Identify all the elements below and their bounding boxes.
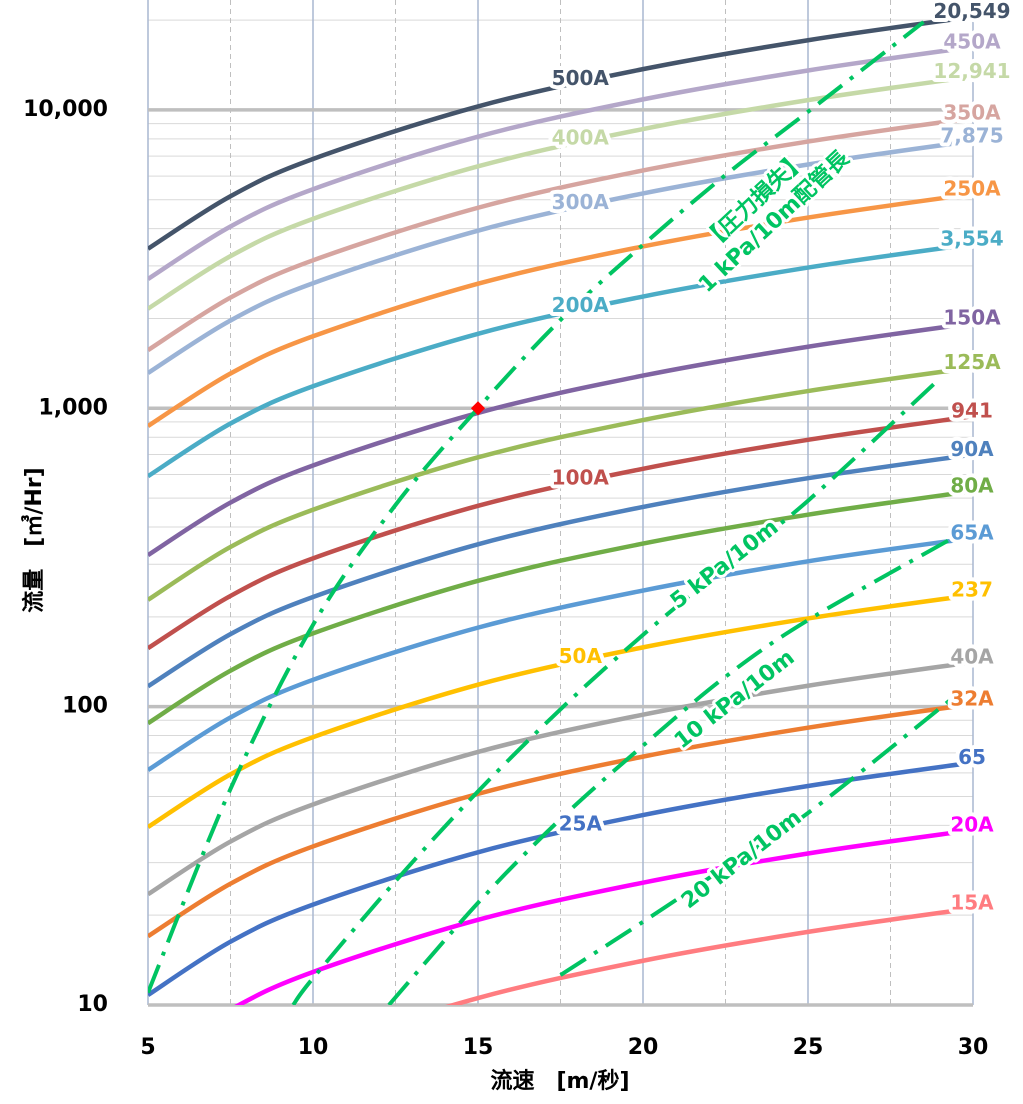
end-value-label: 65 [958,745,986,769]
series-label: 15A [950,891,994,915]
end-value-label: 237 [951,577,993,601]
curves [148,14,973,1005]
series-label: 400A [552,126,610,150]
pipe-curve [445,906,973,1005]
end-value-label: 3,554 [940,226,1003,250]
pipe-curve [148,535,973,772]
series-label: 450A [943,29,1001,53]
series-label: 32A [950,687,994,711]
pipe-curve [234,827,973,1005]
marker [470,401,486,416]
series-label: 350A [943,100,1001,124]
series-label: 300A [552,190,610,214]
y-tick-label: 100 [62,694,108,719]
pipe-curve [148,241,973,479]
series-label: 20A [950,812,994,836]
pipe-curve [148,138,973,375]
series-label: 125A [943,350,1001,374]
series-label: 250A [943,176,1001,200]
pipe-curve [148,452,973,689]
x-axis-label: 流速 [m/秒] [490,1068,629,1094]
series-label: 50A [559,644,603,668]
series-label: 500A [552,66,610,90]
y-axis-label: 流量 [㎥/Hr] [21,467,47,612]
series-label: 200A [552,293,610,317]
y-tick-label: 10 [77,992,108,1017]
labels: 5 10 15 20 25 30 10 100 1,000 10,000 20,549 500A 450… [23,0,1015,1060]
pressure-loss-label: 20 kPa/10m [677,805,807,914]
x-tick-label: 20 [628,1035,659,1060]
pipe-curve [148,760,973,997]
series-label: 25A [559,812,603,836]
x-tick-label: 25 [793,1035,824,1060]
pipe-curve [148,115,973,352]
end-value-label: 941 [951,399,993,423]
end-value-label: 12,941 [933,59,1010,83]
x-tick-label: 15 [463,1035,494,1060]
pipe-curve [148,14,973,251]
series-label: 90A [950,437,994,461]
pipe-curve [148,191,973,428]
pressure-loss-line [148,20,925,994]
pipe-curve [148,701,973,939]
x-tick-label: 10 [298,1035,329,1060]
series-label: 150A [943,306,1001,330]
end-value-label: 7,875 [940,123,1003,147]
x-tick-label: 30 [958,1035,989,1060]
grid [147,0,974,1007]
pipe-curve [148,320,973,558]
end-value-label: 20,549 [933,0,1010,23]
pipe-curve [148,413,973,651]
series-label: 40A [950,645,994,669]
pipe-curve [148,44,973,281]
series-label: 80A [950,474,994,498]
y-tick-label: 1,000 [38,395,108,420]
pressure-loss-line [291,376,942,1005]
series-label: 100A [552,465,610,489]
pipe-curve [148,659,973,897]
pressure-loss-line [559,698,952,977]
series-label: 65A [950,520,994,544]
pressure-loss-line [387,537,951,1005]
y-tick-label: 10,000 [23,97,108,122]
pipe-curve [148,488,973,726]
pipe-curve [148,74,973,311]
x-tick-label: 5 [140,1035,155,1060]
pipe-curve [148,365,973,602]
